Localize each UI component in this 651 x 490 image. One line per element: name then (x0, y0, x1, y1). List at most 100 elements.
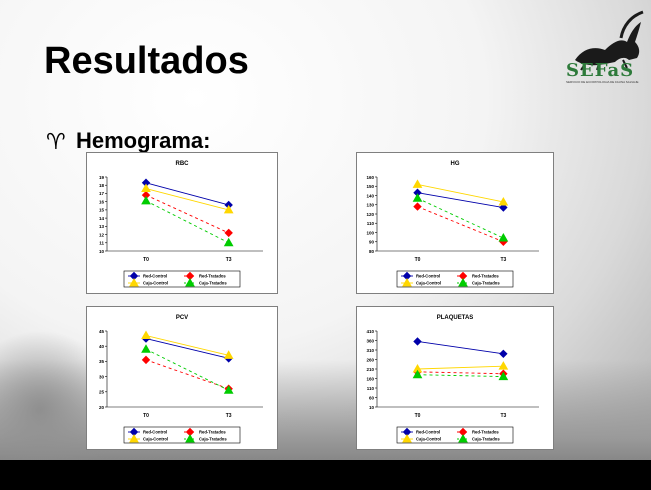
data-point-caja-tratados (412, 193, 423, 202)
y-tick-label: 160 (366, 376, 374, 381)
x-tick-label: T0 (415, 413, 421, 419)
y-tick-label: 90 (369, 240, 375, 245)
y-tick-label: 310 (366, 348, 374, 353)
series-line-red-control (145, 338, 229, 359)
x-tick-label: T0 (415, 257, 421, 263)
y-tick-label: 100 (366, 230, 374, 235)
data-point-red-control (413, 337, 422, 346)
y-tick-label: 410 (366, 329, 374, 334)
chart-title: PLAQUETAS (437, 315, 474, 321)
legend-box (396, 270, 514, 288)
data-point-caja-tratados (141, 344, 151, 353)
data-point-caja-control (498, 196, 509, 206)
series-line-caja-control (417, 365, 504, 370)
chart-rbc-svg: RBC 10 11 12 13 14 15 16 17 18 19 T0 T3 Red-Control Re… (99, 161, 263, 288)
data-point-caja-control (412, 179, 423, 188)
y-tick-label: 15 (99, 208, 105, 213)
y-tick-label: 10 (99, 249, 105, 254)
data-point-red-tratados (141, 355, 151, 365)
data-point-caja-tratados (141, 195, 151, 205)
data-point-caja-tratados (498, 371, 509, 381)
data-point-caja-control (223, 204, 234, 214)
y-tick-label: 120 (366, 212, 374, 217)
x-tick-label: T0 (143, 257, 149, 263)
data-point-caja-tratados (498, 233, 509, 242)
legend-label-red-control: Red-Control (416, 430, 440, 435)
y-tick-label: 16 (99, 199, 105, 204)
series-line-caja-tratados (417, 374, 504, 378)
y-tick-label: 13 (99, 224, 105, 229)
series-line-caja-control (145, 335, 229, 356)
y-tick-label: 140 (366, 193, 374, 198)
y-tick-label: 18 (99, 183, 105, 188)
y-tick-label: 19 (99, 175, 105, 180)
legend-box (396, 426, 514, 444)
aries-bullet-icon: ♈ (46, 130, 66, 155)
logo-subtext: SERVICIO DE ECOPATOLOGIA DE FAUNA SALVAJ… (566, 80, 639, 84)
y-tick-label: 360 (366, 338, 374, 343)
legend-marker-caja-control (402, 277, 412, 287)
y-tick-label: 10 (369, 405, 375, 410)
x-tick-label: T3 (226, 413, 232, 419)
data-point-caja-tratados (412, 369, 423, 379)
y-tick-label: 260 (366, 357, 374, 362)
y-tick-label: 20 (99, 405, 105, 410)
legend-label-red-tratados: Red-Tratados (472, 274, 499, 279)
chart-hg-svg: HG 80 90 100 110 120 130 140 150 160 T0 T3 Red-Contr… (366, 161, 539, 288)
series-line-red-control (417, 341, 504, 355)
legend-label-red-control: Red-Control (143, 274, 167, 279)
legend-marker-caja-control (129, 433, 139, 443)
series-line-caja-control (145, 188, 229, 211)
series-line-red-control (417, 192, 504, 208)
legend-marker-caja-tratados (458, 277, 468, 287)
chart-title: HG (451, 161, 460, 167)
legend-label-caja-control: Caja-Control (416, 437, 441, 442)
y-tick-label: 14 (99, 216, 105, 221)
data-point-caja-tratados (223, 385, 234, 394)
y-tick-label: 160 (366, 175, 374, 180)
legend-label-caja-tratados: Caja-Tratados (199, 437, 227, 442)
slide-title: Resultados (44, 40, 249, 82)
series-line-red-tratados (145, 359, 229, 390)
series-line-red-tratados (417, 206, 504, 243)
y-tick-label: 150 (366, 184, 374, 189)
legend-marker-caja-control (129, 277, 139, 287)
y-tick-label: 35 (99, 359, 105, 364)
legend-label-red-control: Red-Control (143, 430, 167, 435)
legend-box (123, 270, 241, 288)
y-tick-label: 45 (99, 329, 105, 334)
series-line-red-control (145, 182, 229, 206)
legend-label-red-tratados: Red-Tratados (199, 430, 226, 435)
legend-label-red-control: Red-Control (416, 274, 440, 279)
legend-label-caja-tratados: Caja-Tratados (472, 437, 500, 442)
y-tick-label: 17 (99, 191, 105, 196)
data-point-caja-tratados (223, 237, 234, 247)
legend-label-red-tratados: Red-Tratados (199, 274, 226, 279)
x-tick-label: T3 (500, 413, 506, 419)
legend-label-caja-tratados: Caja-Tratados (472, 281, 500, 286)
x-tick-label: T3 (500, 257, 506, 263)
chart-plaquetas: PLAQUETAS 10 60 110 160 210 260 310 360 410 T0 T3 Re… (356, 306, 554, 450)
chart-rbc: RBC 10 11 12 13 14 15 16 17 18 19 T0 T3 Red-Control Re… (86, 152, 278, 294)
y-tick-label: 210 (366, 367, 374, 372)
data-point-red-tratados (413, 202, 422, 211)
chart-hg: HG 80 90 100 110 120 130 140 150 160 T0 T3 Red-Contr… (356, 152, 554, 294)
data-point-red-tratados (224, 228, 233, 238)
series-line-red-tratados (145, 194, 229, 234)
chart-title: PCV (176, 315, 188, 321)
slide-bottom-band (0, 460, 651, 490)
legend-label-red-tratados: Red-Tratados (472, 430, 499, 435)
y-tick-label: 60 (369, 395, 375, 400)
series-line-caja-control (417, 183, 504, 203)
legend-label-caja-tratados: Caja-Tratados (199, 281, 227, 286)
chart-pcv-svg: PCV 20 25 30 35 40 45 T0 T3 Red-Control Red-Tratad… (99, 315, 263, 444)
legend-marker-caja-tratados (185, 433, 195, 443)
y-tick-label: 11 (99, 241, 104, 246)
chart-plaquetas-svg: PLAQUETAS 10 60 110 160 210 260 310 360 410 T0 T3 Re… (366, 315, 539, 444)
legend-label-caja-control: Caja-Control (143, 281, 168, 286)
y-tick-label: 80 (369, 249, 375, 254)
logo-text: SEFaS (566, 60, 635, 81)
series-line-caja-tratados (417, 197, 504, 239)
legend-marker-caja-tratados (185, 277, 195, 287)
legend-marker-caja-control (402, 433, 412, 443)
